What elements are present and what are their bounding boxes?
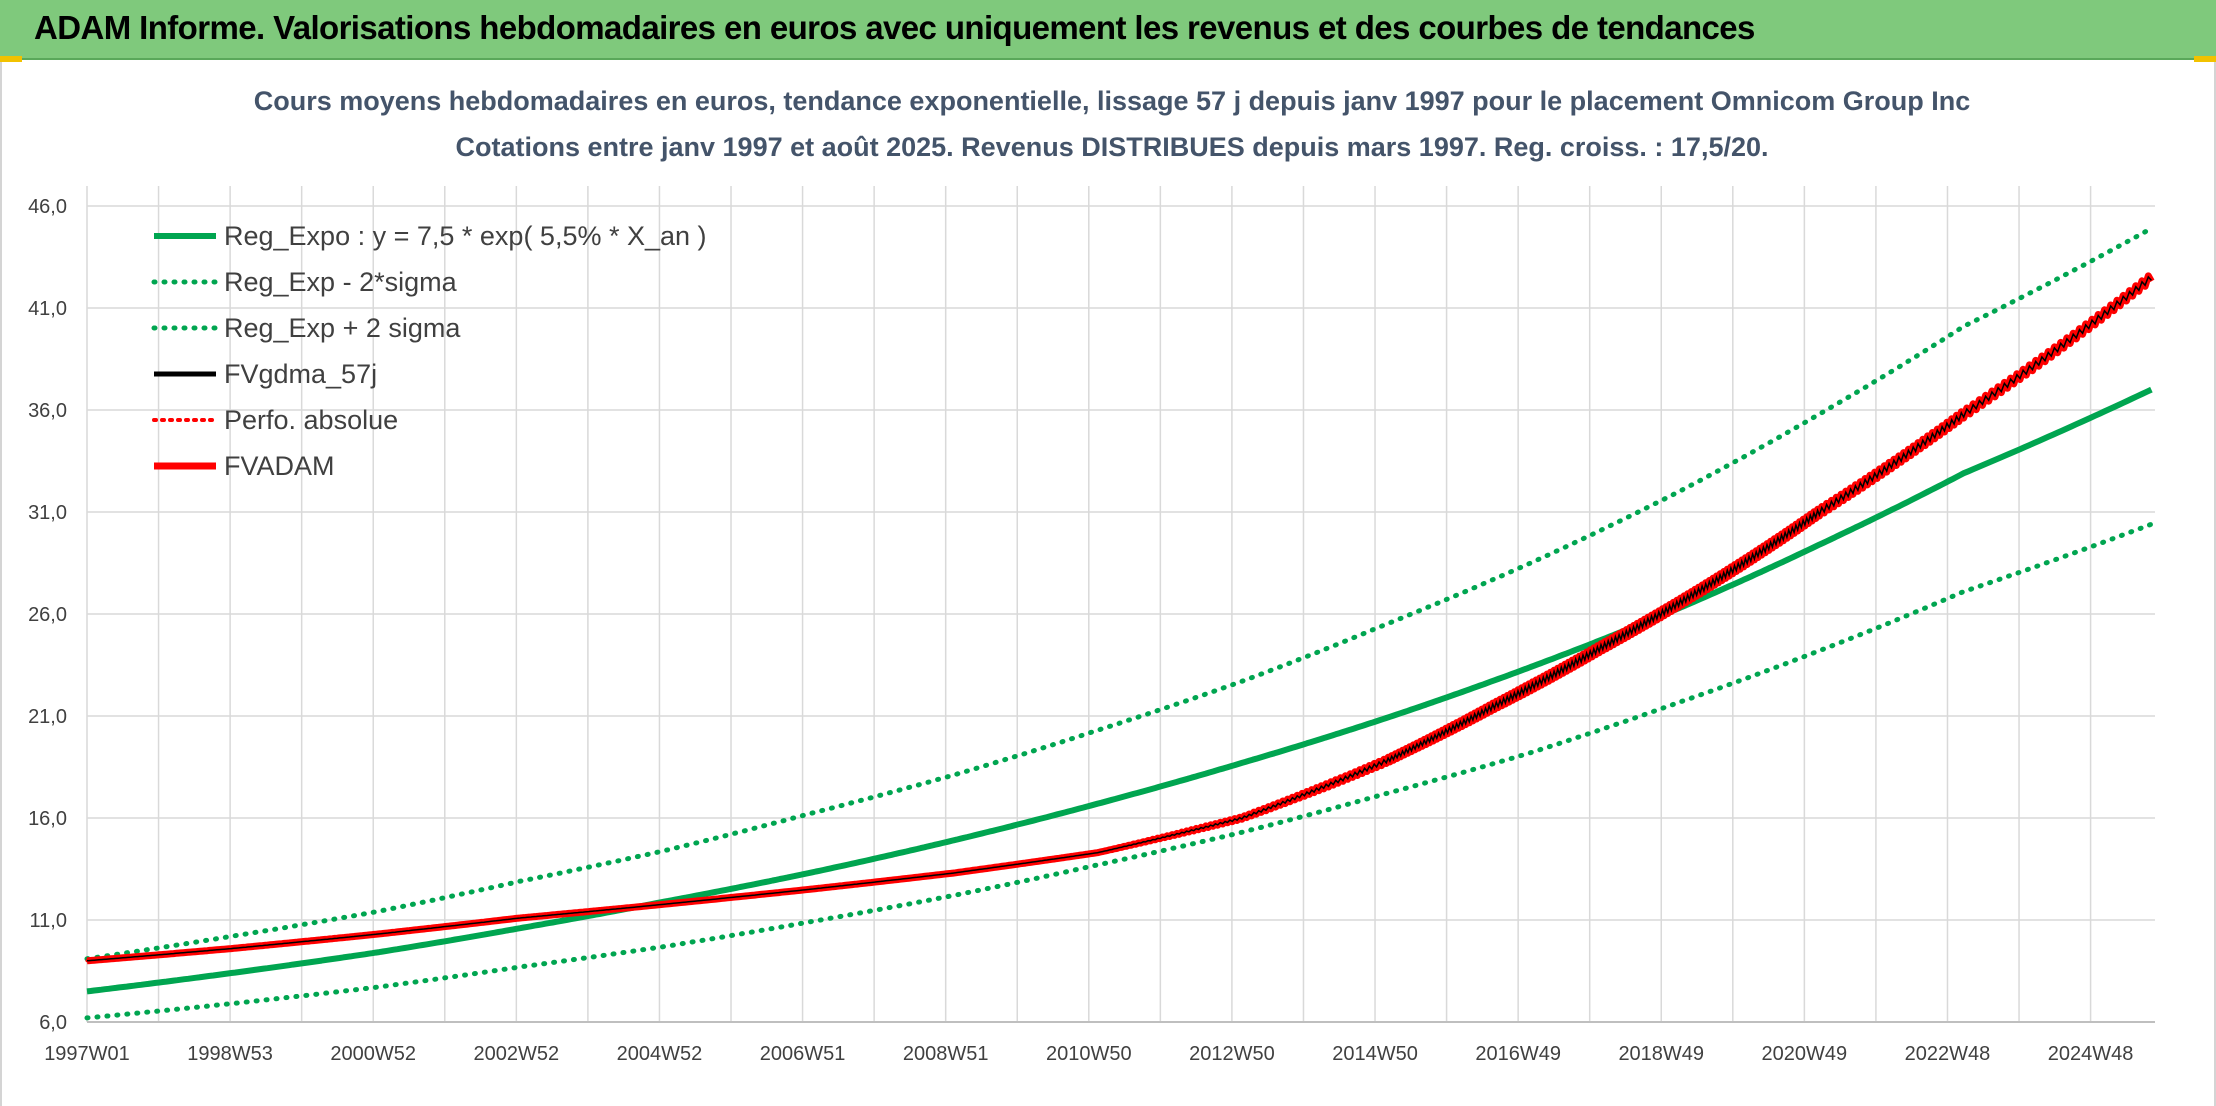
- series-line-1: [84, 521, 2154, 1021]
- x-tick-label: 2014W50: [1332, 1043, 1418, 1065]
- y-tick-label: 21,0: [28, 706, 67, 728]
- y-tick-label: 41,0: [28, 298, 67, 320]
- legend-label: Reg_Exp - 2*sigma: [224, 267, 458, 297]
- chart-subtitle: Cotations entre janv 1997 et août 2025. …: [455, 132, 1768, 162]
- x-tick-label: 2022W48: [1905, 1043, 1991, 1065]
- legend-label: FVgdma_57j: [224, 359, 377, 389]
- series-line-overlay: [86, 275, 2152, 962]
- x-tick-label: 2004W52: [617, 1043, 703, 1065]
- x-tick-label: 1997W01: [44, 1043, 130, 1065]
- y-tick-label: 11,0: [30, 910, 67, 932]
- legend-label: Reg_Exp + 2 sigma: [224, 313, 461, 343]
- header-banner: ADAM Informe. Valorisations hebdomadaire…: [0, 0, 2216, 60]
- x-tick-label: 2002W52: [474, 1043, 560, 1065]
- x-tick-label: 2024W48: [2048, 1043, 2134, 1065]
- y-tick-label: 46,0: [28, 196, 67, 218]
- series-line-0: [86, 386, 2153, 995]
- series-line-4: [85, 275, 2153, 963]
- x-tick-label: 2018W49: [1618, 1043, 1704, 1065]
- y-tick-label: 6,0: [39, 1012, 67, 1034]
- series-line-5: [85, 272, 2155, 965]
- y-tick-label: 26,0: [28, 604, 67, 626]
- corner-marker-right: [2194, 56, 2216, 62]
- x-tick-label: 2010W50: [1046, 1043, 1132, 1065]
- series-line-3: [86, 275, 2153, 963]
- page-title: ADAM Informe. Valorisations hebdomadaire…: [34, 9, 1755, 46]
- x-tick-label: 2020W49: [1762, 1043, 1848, 1065]
- line-chart: Cours moyens hebdomadaires en euros, ten…: [28, 86, 2155, 1065]
- x-tick-label: 2008W51: [903, 1043, 989, 1065]
- chart-title: Cours moyens hebdomadaires en euros, ten…: [254, 86, 1971, 116]
- y-tick-label: 31,0: [28, 502, 67, 524]
- x-tick-label: 2000W52: [330, 1043, 416, 1065]
- corner-marker-left: [0, 56, 22, 62]
- series-line-2: [84, 225, 2154, 962]
- chart-area: Cours moyens hebdomadaires en euros, ten…: [0, 62, 2216, 1106]
- y-tick-label: 16,0: [28, 808, 67, 830]
- x-tick-label: 1998W53: [187, 1043, 273, 1065]
- legend-label: Perfo. absolue: [224, 405, 398, 435]
- x-tick-label: 2012W50: [1189, 1043, 1275, 1065]
- y-tick-label: 36,0: [28, 400, 67, 422]
- x-tick-label: 2016W49: [1475, 1043, 1561, 1065]
- x-tick-label: 2006W51: [760, 1043, 846, 1065]
- legend-label: FVADAM: [224, 451, 335, 481]
- legend-label: Reg_Expo : y = 7,5 * exp( 5,5% * X_an ): [224, 221, 707, 251]
